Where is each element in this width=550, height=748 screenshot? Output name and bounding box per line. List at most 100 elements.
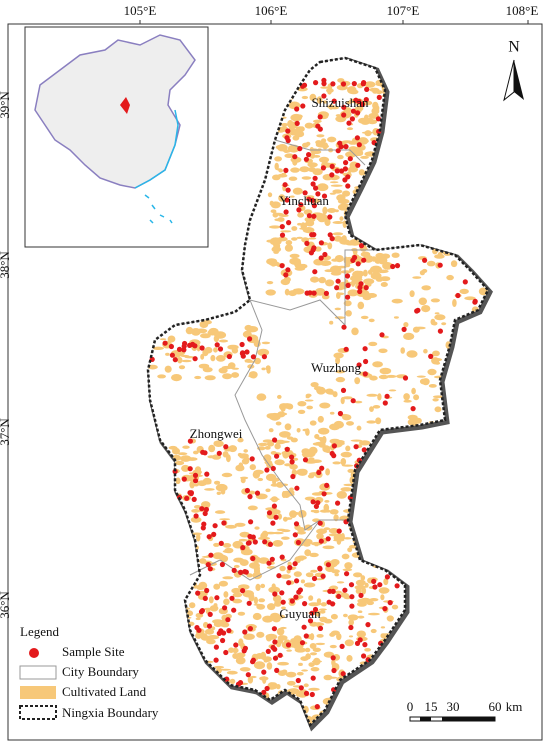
sample-site [317,114,323,120]
sample-site [349,603,355,609]
crop-patch [298,662,303,667]
crop-patch [180,354,190,358]
crop-patch [318,156,330,163]
sample-site [317,625,324,632]
crop-patch [430,298,440,303]
crop-patch [292,457,299,461]
sample-site [292,532,298,538]
sample-site [339,168,345,174]
sample-site [334,285,340,291]
city-boundary [234,299,345,531]
crop-patch [366,393,378,397]
crop-patch [255,583,261,592]
crop-patch [346,421,354,426]
sample-site [339,643,345,650]
scale-seg [420,717,431,721]
crop-patch [204,628,215,635]
crop-patch [372,88,379,94]
crop-patch [265,289,276,296]
crop-patch [281,536,290,540]
sample-site [223,649,229,656]
crop-patch [266,281,274,285]
crop-patch [316,216,321,221]
sample-site [337,410,343,417]
crop-patch [249,464,256,471]
crop-patch [383,578,389,586]
sample-site [297,587,303,593]
crop-patch [237,452,243,457]
sample-site [313,80,319,86]
crop-patch [274,218,282,222]
lon-label: 107°E [387,3,420,18]
legend-label: Ningxia Boundary [62,705,159,720]
sample-site [279,224,285,230]
crop-patch [314,246,322,252]
crop-patch [330,559,340,566]
coastline [134,109,179,189]
crop-patch [283,516,288,522]
crop-patch [345,263,351,268]
sample-site [200,525,206,531]
crop-patch [239,667,251,672]
sample-site [311,290,317,296]
sample-site [222,605,228,611]
crop-patch [345,310,352,317]
sample-site [295,539,301,546]
sample-site [245,672,251,678]
crop-patch [280,123,289,127]
sample-site [279,263,285,269]
crop-patch [249,371,254,376]
lat-label: 37°N [0,418,12,446]
arrow-right [514,60,524,100]
crop-patch [350,439,363,442]
crop-patch [314,544,319,547]
crop-patch [297,86,308,92]
crop-patch [379,589,387,594]
sample-site [270,520,276,526]
crop-patch [377,256,388,265]
crop-patch [200,333,211,339]
crop-patch [258,557,270,564]
sample-site [346,120,352,126]
crop-patch [261,367,266,371]
crop-patch [464,296,476,301]
crop-patch [409,290,415,298]
crop-patch [332,232,344,236]
sample-site [303,690,310,697]
crop-patch [355,588,362,594]
sample-site [199,506,205,512]
ningxia-inset [120,97,130,114]
crop-patch [391,604,399,610]
crop-patch [371,107,380,115]
sample-site [384,574,390,580]
crop-patch [380,276,391,282]
crop-patch [279,403,287,411]
crop-patch [340,397,345,405]
crop-patch [226,670,238,675]
crop-patch [252,612,262,621]
sample-site [224,676,230,682]
crop-patch [268,586,281,594]
crop-patch [235,656,246,665]
sample-site [207,611,213,618]
sample-site [455,292,461,299]
crop-patch [277,394,282,399]
sample-site [335,148,341,154]
crop-patch [322,445,331,453]
crop-patch [231,587,242,594]
crop-patch [283,276,291,283]
crop-patch [284,244,293,252]
lon-label: 106°E [255,3,288,18]
crop-patch [289,464,298,470]
sample-site [311,575,318,582]
legend-ningxia [19,705,57,720]
legend-label: Cultivated Land [62,684,147,699]
crop-patch [312,657,321,666]
sample-site [372,584,378,590]
crop-patch [222,543,232,548]
crop-patch [314,434,320,439]
sample-site [322,251,328,258]
sample-site [317,566,323,572]
crop-patch [231,367,239,370]
crop-patch [222,451,229,458]
